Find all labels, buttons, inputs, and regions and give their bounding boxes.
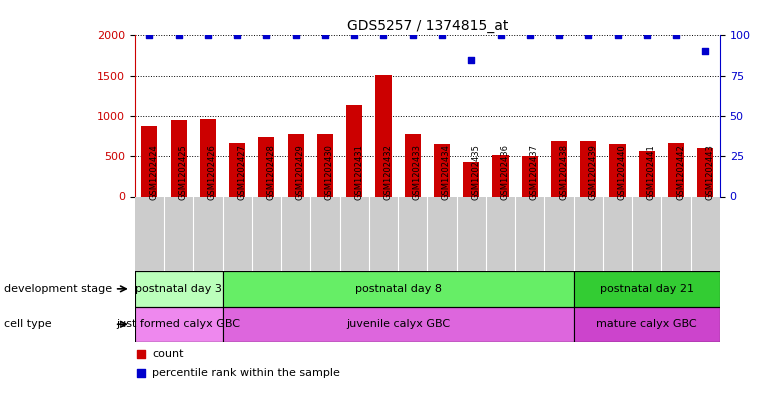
Bar <box>574 307 720 342</box>
Point <box>231 32 243 39</box>
Bar <box>698 148 713 196</box>
Bar <box>288 134 303 196</box>
Bar <box>493 155 508 196</box>
Text: postnatal day 8: postnatal day 8 <box>355 284 441 294</box>
Bar <box>405 134 420 196</box>
Point <box>494 32 507 39</box>
Point <box>611 32 624 39</box>
Bar <box>135 271 223 307</box>
Bar <box>142 126 157 196</box>
Text: GSM1202436: GSM1202436 <box>500 144 510 200</box>
Title: GDS5257 / 1374815_at: GDS5257 / 1374815_at <box>346 19 508 33</box>
Text: GSM1202424: GSM1202424 <box>149 145 159 200</box>
Point <box>290 32 302 39</box>
Text: GSM1202431: GSM1202431 <box>354 144 363 200</box>
Bar <box>223 307 574 342</box>
Bar <box>259 137 274 196</box>
Text: development stage: development stage <box>4 284 112 294</box>
Point <box>641 32 653 39</box>
Point <box>407 32 419 39</box>
Text: GSM1202427: GSM1202427 <box>237 144 246 200</box>
Text: postnatal day 3: postnatal day 3 <box>136 284 222 294</box>
Bar <box>346 105 362 196</box>
Point <box>553 32 565 39</box>
Text: GSM1202442: GSM1202442 <box>676 145 685 200</box>
Bar <box>229 143 245 196</box>
Text: GSM1202435: GSM1202435 <box>471 144 480 200</box>
Bar <box>317 134 333 196</box>
Bar <box>223 271 574 307</box>
Text: count: count <box>152 349 184 359</box>
Bar <box>581 141 596 196</box>
Bar <box>464 162 479 196</box>
Point <box>260 32 273 39</box>
Text: GSM1202437: GSM1202437 <box>530 144 539 200</box>
Point <box>319 32 331 39</box>
Bar <box>135 307 223 342</box>
Point <box>377 32 390 39</box>
Text: GSM1202433: GSM1202433 <box>413 144 422 200</box>
Point <box>699 48 711 55</box>
Point <box>172 32 185 39</box>
Text: cell type: cell type <box>4 319 52 329</box>
Text: GSM1202443: GSM1202443 <box>705 144 715 200</box>
Text: GSM1202430: GSM1202430 <box>325 144 334 200</box>
Text: postnatal day 21: postnatal day 21 <box>600 284 694 294</box>
Bar <box>522 156 537 196</box>
Text: just formed calyx GBC: just formed calyx GBC <box>116 319 241 329</box>
Bar <box>551 141 567 196</box>
Point <box>524 32 536 39</box>
Bar <box>171 120 186 196</box>
Point <box>465 56 477 62</box>
Bar <box>200 119 216 196</box>
Point <box>135 370 147 376</box>
Point <box>202 32 214 39</box>
Point <box>143 32 156 39</box>
Text: GSM1202432: GSM1202432 <box>383 144 393 200</box>
Bar <box>574 271 720 307</box>
Bar <box>668 143 684 196</box>
Text: GSM1202429: GSM1202429 <box>296 145 305 200</box>
Text: mature calyx GBC: mature calyx GBC <box>597 319 697 329</box>
Bar <box>639 151 654 196</box>
Point <box>436 32 448 39</box>
Text: GSM1202439: GSM1202439 <box>588 144 598 200</box>
Point <box>135 351 147 357</box>
Point <box>348 32 360 39</box>
Text: GSM1202426: GSM1202426 <box>208 144 217 200</box>
Text: GSM1202425: GSM1202425 <box>179 145 188 200</box>
Bar <box>610 144 625 196</box>
Text: GSM1202440: GSM1202440 <box>618 145 627 200</box>
Bar <box>434 144 450 196</box>
Point <box>582 32 594 39</box>
Text: GSM1202428: GSM1202428 <box>266 144 276 200</box>
Text: GSM1202438: GSM1202438 <box>559 144 568 200</box>
Text: GSM1202441: GSM1202441 <box>647 145 656 200</box>
Point <box>670 32 682 39</box>
Bar <box>376 75 391 196</box>
Text: juvenile calyx GBC: juvenile calyx GBC <box>346 319 450 329</box>
Text: GSM1202434: GSM1202434 <box>442 144 451 200</box>
Text: percentile rank within the sample: percentile rank within the sample <box>152 368 340 378</box>
